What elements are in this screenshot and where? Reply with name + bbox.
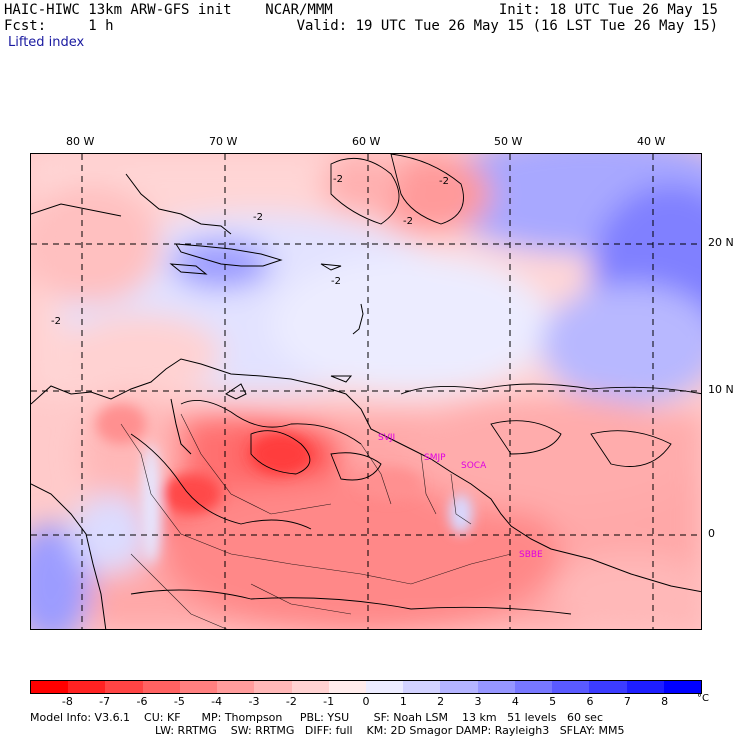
shading-layer	[31, 154, 701, 629]
colorbar-tick-label: 1	[399, 695, 407, 708]
colorbar-tick-label: 6	[586, 695, 594, 708]
colorbar-segment	[663, 681, 701, 693]
init-time: Init: 18 UTC Tue 26 May 15	[498, 2, 718, 18]
colorbar-segment	[179, 681, 218, 693]
colorbar-segment	[626, 681, 664, 693]
coastlines	[31, 173, 701, 629]
colorbar-segment	[440, 681, 478, 693]
colorbar-segment	[142, 681, 180, 693]
colorbar-tick-label: -2	[285, 695, 297, 708]
colorbar-tick-label: -6	[136, 695, 148, 708]
borders	[120, 413, 512, 629]
colorbar-tick-label: 2	[437, 695, 445, 708]
lat-label-0: 0	[708, 527, 715, 540]
colorbar-segment	[31, 681, 69, 693]
lon-label-60w: 60 W	[352, 135, 381, 148]
lat-label-20n: 20 N	[708, 236, 734, 249]
colorbar-tick-label: -7	[99, 695, 111, 708]
stations: SVJI SMJP SOCA SBBE	[378, 433, 543, 560]
station-svji: SVJI	[378, 433, 395, 443]
lon-label-80w: 80 W	[66, 135, 95, 148]
station-sbbe: SBBE	[519, 550, 543, 560]
colorbar-segment	[68, 681, 106, 693]
lon-label-40w: 40 W	[637, 135, 666, 148]
station-soca: SOCA	[461, 461, 487, 471]
contour-label: -2	[253, 212, 263, 223]
field-name: Lifted index	[8, 35, 85, 50]
colorbar	[30, 680, 702, 694]
colorbar-segment	[403, 681, 441, 693]
station-smjp: SMJP	[424, 453, 446, 463]
colorbar-tick-label: -3	[248, 695, 260, 708]
colorbar-segment	[254, 681, 292, 693]
colorbar-tick-label: -4	[211, 695, 223, 708]
valid-time: Valid: 19 UTC Tue 26 May 15 (16 LST Tue …	[296, 18, 718, 34]
colorbar-segment	[514, 681, 553, 693]
contour-label: -2	[439, 176, 449, 187]
colorbar-segment	[589, 681, 627, 693]
lat-label-10n: 10 N	[708, 383, 734, 396]
colorbar-tick-label: -5	[173, 695, 185, 708]
forecast-hour: Fcst: 1 h	[4, 18, 114, 34]
colorbar-tick-label: -1	[323, 695, 335, 708]
colorbar-segment	[105, 681, 143, 693]
lon-label-70w: 70 W	[209, 135, 238, 148]
lon-label-50w: 50 W	[494, 135, 523, 148]
contour-label-group: -2 -2 -2 -2 -2 -2	[51, 174, 449, 327]
colorbar-segment	[365, 681, 404, 693]
model-title: HAIC-HIWC 13km ARW-GFS init NCAR/MMM	[4, 2, 333, 18]
contour-label: -2	[51, 316, 61, 327]
colorbar-segment	[328, 681, 366, 693]
colorbar-tick-label: 3	[474, 695, 482, 708]
contour-label: -2	[333, 174, 343, 185]
contour-label: -2	[403, 216, 413, 227]
colorbar-tick-label: -8	[61, 695, 73, 708]
model-info-line2: LW: RRTMG SW: RRTMG DIFF: full KM: 2D Sm…	[155, 724, 625, 737]
lifted-index-map: -2 -2 -2 -2 -2 -2 SVJI SMJP SOCA SBBE	[31, 154, 701, 629]
colorbar-segment	[217, 681, 255, 693]
colorbar-tick-label: 7	[623, 695, 631, 708]
contours	[130, 154, 701, 615]
colorbar-segment	[477, 681, 515, 693]
colorbar-tick-label: 8	[661, 695, 669, 708]
map-panel: -2 -2 -2 -2 -2 -2 SVJI SMJP SOCA SBBE	[30, 153, 702, 630]
colorbar-segment	[291, 681, 329, 693]
colorbar-tick-label: 0	[362, 695, 370, 708]
colorbar-segment	[552, 681, 590, 693]
colorbar-unit: °C	[697, 693, 709, 704]
colorbar-tick-label: 4	[511, 695, 519, 708]
model-info-line1: Model Info: V3.6.1 CU: KF MP: Thompson P…	[30, 711, 603, 724]
colorbar-tick-label: 5	[549, 695, 557, 708]
contour-label: -2	[331, 276, 341, 287]
graticule	[31, 154, 701, 629]
